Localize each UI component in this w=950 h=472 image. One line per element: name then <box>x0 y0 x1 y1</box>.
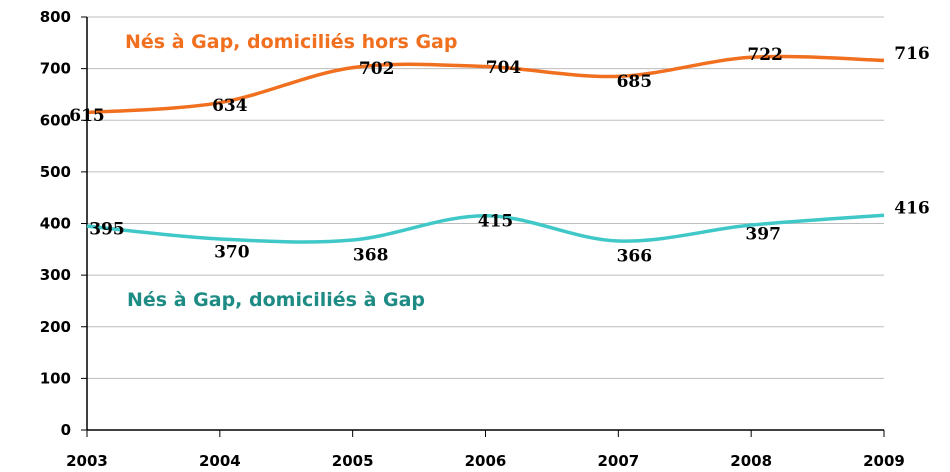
data-label: 416 <box>894 199 930 219</box>
x-tick-label: 2004 <box>199 452 241 470</box>
data-label: 716 <box>894 44 930 64</box>
series-name: Nés à Gap, domiciliés à Gap <box>127 289 425 311</box>
x-tick-label: 2008 <box>730 452 772 470</box>
data-label: 397 <box>745 225 781 245</box>
y-tick-label: 300 <box>40 266 71 284</box>
data-label: 370 <box>214 242 250 262</box>
data-label: 704 <box>486 58 522 78</box>
x-tick-label: 2005 <box>332 452 374 470</box>
x-tick-label: 2006 <box>465 452 507 470</box>
series-line <box>86 213 885 244</box>
data-label: 366 <box>617 247 653 267</box>
series-name: Nés à Gap, domiciliés hors Gap <box>125 31 457 53</box>
y-tick-label: 0 <box>61 421 71 439</box>
y-tick-label: 200 <box>40 318 71 336</box>
x-tick-label: 2007 <box>597 452 639 470</box>
y-tick-label: 700 <box>40 60 71 78</box>
x-tick-label: 2009 <box>863 452 905 470</box>
x-tick-label: 2003 <box>66 452 108 470</box>
y-tick-label: 400 <box>40 215 71 233</box>
data-label: 615 <box>69 106 105 126</box>
data-label: 685 <box>617 72 653 92</box>
y-tick-label: 500 <box>40 163 71 181</box>
data-label: 702 <box>359 59 395 79</box>
series-line <box>86 54 885 115</box>
y-tick-label: 100 <box>40 369 71 387</box>
data-label: 415 <box>478 211 514 231</box>
data-label: 395 <box>89 220 125 240</box>
y-tick-label: 600 <box>40 111 71 129</box>
y-tick-label: 800 <box>40 8 71 26</box>
data-label: 634 <box>212 96 248 116</box>
data-label: 722 <box>747 45 783 65</box>
data-label: 368 <box>353 246 389 266</box>
